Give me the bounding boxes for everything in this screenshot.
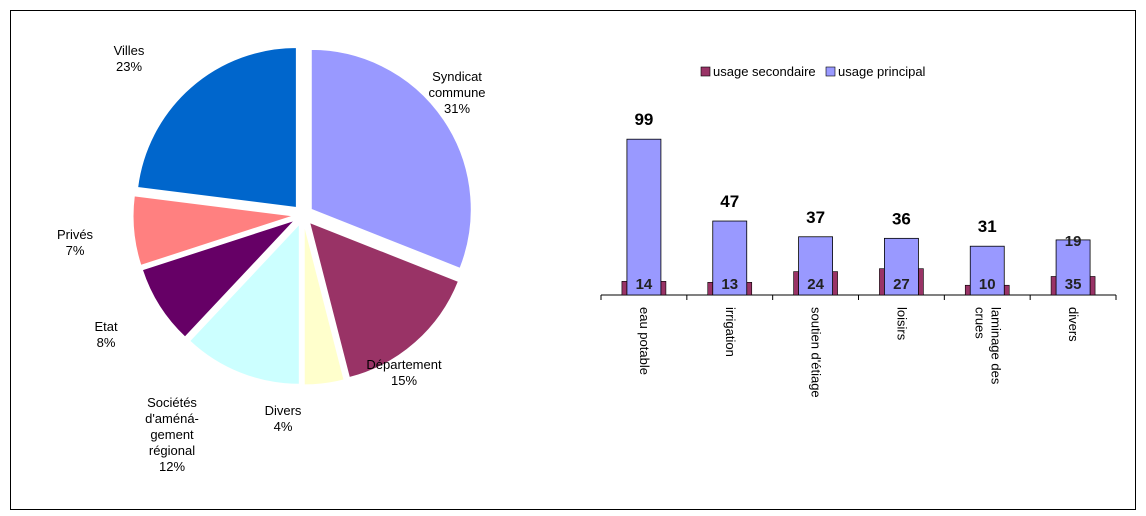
bar-principal bbox=[1055, 239, 1091, 296]
category-label: eau potable bbox=[637, 307, 652, 375]
figure-frame: Syndicat commune 31% Département 15% Divers 4%… bbox=[10, 10, 1136, 510]
pie-slice bbox=[310, 48, 472, 269]
bar-total-label: 36 bbox=[892, 209, 911, 228]
pie-slice bbox=[137, 46, 297, 209]
bar-principal bbox=[712, 220, 748, 296]
bar-inner-label: 27 bbox=[893, 276, 910, 293]
pie-slice-label: Villes 23% bbox=[114, 43, 145, 74]
pie-chart: Syndicat commune 31% Département 15% Divers 4%… bbox=[57, 43, 486, 474]
svg-text:soutien d'étiage: soutien d'étiage bbox=[809, 307, 824, 398]
pie-slice-label: Sociétés d'améná-gement régional 12% bbox=[145, 395, 199, 474]
bar-inner-label: 13 bbox=[721, 276, 738, 293]
svg-text:laminage des: laminage des bbox=[988, 307, 1003, 385]
pie-slice bbox=[308, 221, 460, 379]
category-label: irrigation bbox=[723, 307, 738, 357]
bar-inner-label: 35 bbox=[1065, 276, 1082, 293]
bar-inner-label: 24 bbox=[807, 276, 824, 293]
legend: usage secondaire usage principal bbox=[700, 64, 926, 79]
pie-slice-label: Divers 4% bbox=[265, 403, 302, 434]
bar-principal bbox=[626, 138, 662, 296]
legend-swatch bbox=[700, 66, 711, 77]
bar-principal bbox=[969, 245, 1005, 296]
pie-slice-label: Syndicat commune 31% bbox=[428, 69, 485, 116]
pie-slice bbox=[132, 195, 294, 267]
svg-text:loisirs: loisirs bbox=[894, 307, 909, 341]
svg-text:irrigation: irrigation bbox=[723, 307, 738, 357]
bar-total-label: 37 bbox=[806, 208, 825, 227]
pie-slice bbox=[303, 224, 345, 386]
bar-inner-label: 10 bbox=[979, 276, 996, 293]
legend-label: usage principal bbox=[838, 64, 926, 79]
category-label: loisirs bbox=[894, 307, 909, 341]
bar-principal bbox=[884, 237, 919, 296]
pie-slice-label: Privés 7% bbox=[57, 227, 94, 258]
bar-total-label: 47 bbox=[720, 192, 739, 211]
legend-swatch bbox=[825, 66, 836, 77]
bar-principal bbox=[798, 236, 833, 296]
category-label: soutien d'étiage bbox=[809, 307, 824, 398]
bar-total-label: 31 bbox=[978, 217, 997, 236]
pie-slice bbox=[189, 223, 300, 385]
pie-slice bbox=[141, 219, 295, 338]
svg-text:eau potable: eau potable bbox=[637, 307, 652, 375]
svg-text:divers: divers bbox=[1066, 307, 1081, 342]
category-label: divers bbox=[1066, 307, 1081, 342]
bar-total-label: 19 bbox=[1065, 233, 1082, 250]
svg-text:crues: crues bbox=[972, 307, 987, 339]
bar-inner-label: 14 bbox=[636, 276, 653, 293]
bar-chart: usage secondaire usage principal 14 99 eau p… bbox=[600, 64, 1117, 398]
legend-label: usage secondaire bbox=[713, 64, 816, 79]
pie-slice-label: Département 15% bbox=[366, 357, 442, 388]
bar-total-label: 99 bbox=[634, 110, 653, 129]
pie-slice-label: Etat 8% bbox=[94, 319, 118, 350]
